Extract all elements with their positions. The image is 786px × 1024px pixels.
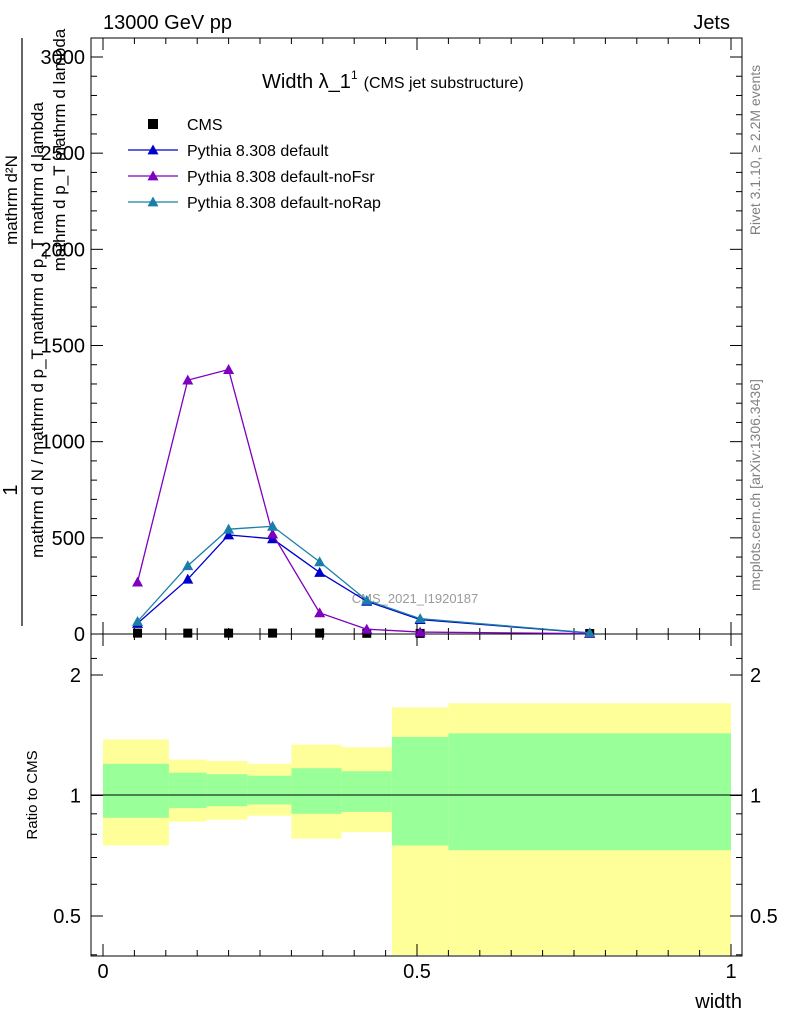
legend-marker-0 — [148, 119, 158, 129]
series-0-point-1 — [183, 628, 193, 638]
rivet-version-text: Rivet 3.1.10, ≥ 2.2M events — [747, 65, 763, 235]
series-0-point-3 — [268, 628, 278, 638]
series-2-point-2 — [223, 364, 235, 374]
series-1-point-4 — [314, 566, 326, 577]
x-axis-label: width — [694, 991, 742, 1013]
series-1-point-2 — [223, 529, 235, 540]
plot-title-subtitle: (CMS jet substructure) — [364, 75, 524, 92]
main-axes: 0 500 1000 1500 2000 2500 3000 — [41, 38, 742, 646]
ratio-y-tick-label-left-0: 0.5 — [53, 906, 81, 928]
y-tick-label-3: 1500 — [41, 336, 86, 358]
y-tick-label-1: 500 — [52, 528, 85, 550]
mcplots-text: mcplots.cern.ch [arXiv:1306.3436] — [747, 379, 763, 591]
series-3-point-1 — [182, 560, 194, 571]
series-3-point-0 — [132, 615, 144, 626]
series-0-point-4 — [315, 628, 325, 638]
ratio-band-inner-0 — [103, 763, 169, 818]
legend-label-3: Pythia 8.308 default-noRap — [187, 195, 381, 212]
series-3-point-7 — [584, 627, 596, 638]
series-1-point-1 — [182, 573, 194, 584]
series-3-point-2 — [223, 523, 235, 534]
series-0-point-0 — [133, 628, 143, 638]
legend-marker-2 — [147, 170, 159, 181]
ylabel-denominator-2: mathrm d p_T mathrm d lambda — [50, 28, 69, 271]
legend-marker-1 — [147, 144, 159, 155]
series-2-point-1 — [182, 374, 194, 385]
header-left: 13000 GeV pp — [103, 12, 232, 34]
ratio-axes: 0 0.5 1 0.5 0.5 1 1 2 2 — [53, 634, 778, 983]
series-layer — [132, 364, 596, 639]
legend-label-0: CMS — [187, 117, 223, 134]
legend-entry-0: CMS — [148, 117, 223, 134]
series-line-1 — [137, 534, 590, 634]
series-2-point-6 — [414, 626, 426, 637]
ylabel-denominator-1: mathrm d N / mathrm d p_T mathrm d p_T m… — [28, 102, 47, 558]
series-line-2 — [136, 368, 590, 635]
legend: CMS Pythia 8.308 default Pythia 8.308 defa… — [128, 117, 381, 212]
series-3-point-6 — [414, 613, 426, 624]
series-3-point-4 — [314, 556, 326, 567]
series-2-point-3 — [267, 528, 279, 539]
ratio-band-inner-4 — [291, 768, 342, 814]
legend-label-2: Pythia 8.308 default-noFsr — [187, 169, 375, 186]
series-1 — [132, 529, 596, 638]
series-3 — [132, 520, 596, 638]
series-line-3 — [137, 525, 590, 634]
ratio-y-tick-label-right-2: 2 — [750, 665, 761, 687]
legend-label-1: Pythia 8.308 default — [187, 143, 329, 160]
ratio-y-label: Ratio to CMS — [24, 750, 41, 839]
x-tick-label-0: 0 — [97, 961, 108, 983]
ratio-band-inner-6 — [391, 737, 449, 846]
y-tick-label-0: 0 — [74, 624, 85, 646]
ratio-band-inner-3 — [247, 775, 292, 805]
ratio-y-tick-label-left-2: 2 — [70, 665, 81, 687]
x-tick-label-1: 0.5 — [403, 961, 431, 983]
ratio-y-tick-label-right-1: 1 — [750, 786, 761, 808]
y-tick-label-6: 3000 — [41, 47, 86, 69]
y-tick-label-2: 1000 — [41, 432, 86, 454]
ratio-band-inner-1 — [168, 772, 207, 809]
y-axis-label: 1 mathrm d N / mathrm d p_T mathrm d p_T… — [0, 28, 69, 626]
ratio-y-tick-label-left-1: 1 — [70, 786, 81, 808]
y-tick-label-5: 2500 — [41, 143, 86, 165]
plot-title-main: Width λ_1 — [262, 71, 351, 93]
x-tick-label-2: 1 — [725, 961, 736, 983]
legend-entry-3: Pythia 8.308 default-noRap — [128, 195, 381, 212]
series-3-point-5 — [361, 594, 373, 605]
ratio-band-inner-2 — [206, 774, 248, 807]
header-right: Jets — [693, 12, 730, 34]
legend-entry-2: Pythia 8.308 default-noFsr — [128, 169, 375, 186]
plot-title-superscript: 1 — [351, 68, 358, 82]
series-3-point-3 — [267, 520, 279, 531]
analysis-watermark: CMS_2021_I1920187 — [352, 591, 479, 606]
ratio-y-tick-label-right-0: 0.5 — [750, 906, 778, 928]
ylabel-numerator-2: mathrm d²N — [2, 155, 21, 245]
legend-marker-3 — [147, 196, 159, 207]
legend-entry-1: Pythia 8.308 default — [128, 143, 329, 160]
y-tick-label-4: 2000 — [41, 239, 86, 261]
ratio-bands — [103, 703, 731, 955]
series-2-point-5 — [361, 623, 373, 634]
series-2-point-0 — [132, 576, 144, 587]
ratio-band-inner-7 — [448, 733, 731, 851]
ylabel-numerator-1: 1 — [0, 484, 22, 495]
ratio-band-inner-5 — [341, 771, 392, 812]
plot-title: Width λ_11 (CMS jet substructure) — [262, 68, 524, 93]
series-0-point-2 — [224, 628, 234, 638]
series-2-point-4 — [314, 607, 326, 618]
